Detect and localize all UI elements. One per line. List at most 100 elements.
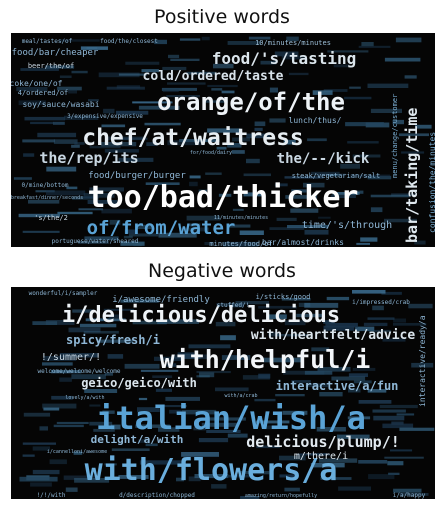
background-fragment bbox=[198, 189, 207, 194]
background-fragment bbox=[46, 166, 77, 172]
background-fragment bbox=[381, 291, 402, 295]
word: the/rep/its bbox=[39, 149, 138, 167]
background-fragment bbox=[108, 314, 121, 319]
background-fragment bbox=[57, 86, 82, 91]
background-fragment bbox=[395, 37, 422, 43]
background-fragment bbox=[274, 51, 299, 57]
background-fragment bbox=[207, 128, 241, 133]
background-fragment bbox=[303, 182, 325, 188]
background-fragment bbox=[74, 142, 85, 145]
background-fragment bbox=[326, 296, 350, 301]
background-fragment bbox=[22, 442, 56, 445]
background-fragment bbox=[284, 320, 306, 326]
background-fragment bbox=[290, 208, 319, 213]
background-fragment bbox=[58, 39, 100, 42]
background-fragment bbox=[140, 369, 179, 372]
background-fragment bbox=[93, 428, 115, 432]
background-fragment bbox=[358, 400, 392, 404]
background-fragment bbox=[310, 463, 345, 468]
background-fragment bbox=[401, 151, 425, 154]
background-fragment bbox=[373, 415, 405, 421]
background-fragment bbox=[331, 376, 366, 381]
word: 0/mine/bottom bbox=[22, 182, 69, 189]
background-fragment bbox=[276, 334, 310, 337]
background-fragment bbox=[320, 477, 352, 480]
background-fragment bbox=[196, 375, 210, 378]
background-fragment bbox=[44, 65, 56, 69]
word: 4/ordered/of bbox=[18, 89, 69, 97]
background-fragment bbox=[284, 176, 324, 179]
background-fragment bbox=[85, 318, 126, 322]
background-fragment bbox=[227, 433, 248, 438]
background-fragment bbox=[43, 356, 77, 361]
background-fragment bbox=[368, 474, 395, 480]
background-fragment bbox=[83, 192, 115, 198]
background-fragment bbox=[361, 42, 374, 47]
word: i/awesome/friendly bbox=[112, 295, 210, 305]
background-fragment bbox=[319, 392, 343, 397]
word: wonderful/i/sampler bbox=[29, 290, 98, 297]
background-fragment bbox=[161, 87, 197, 91]
background-fragment bbox=[352, 367, 376, 371]
word: 10/minutes/minutes bbox=[255, 39, 331, 47]
background-fragment bbox=[291, 380, 311, 383]
background-fragment bbox=[181, 227, 209, 232]
word: food/'s/tasting bbox=[212, 49, 357, 68]
background-fragment bbox=[199, 372, 215, 378]
background-fragment bbox=[158, 427, 180, 432]
background-fragment bbox=[304, 370, 333, 375]
background-fragment bbox=[275, 394, 305, 397]
background-fragment bbox=[287, 225, 329, 229]
background-fragment bbox=[22, 230, 60, 233]
background-fragment bbox=[204, 100, 228, 103]
background-fragment bbox=[39, 426, 48, 431]
background-fragment bbox=[158, 232, 197, 238]
background-fragment bbox=[358, 45, 391, 48]
word: with/heartfelt/advice bbox=[251, 328, 416, 343]
background-fragment bbox=[115, 110, 149, 115]
background-fragment bbox=[201, 422, 238, 427]
background-fragment bbox=[220, 335, 236, 341]
background-fragment bbox=[370, 108, 402, 113]
background-fragment bbox=[382, 423, 414, 429]
background-fragment bbox=[205, 172, 222, 175]
background-fragment bbox=[246, 133, 270, 139]
background-fragment bbox=[221, 90, 235, 94]
negative-cloud-svg: italian/wish/a with/flowers/a with/helpf… bbox=[19, 290, 435, 499]
word: m/there/i bbox=[294, 451, 348, 462]
background-fragment bbox=[282, 410, 308, 415]
word: chef/at/waitress bbox=[82, 125, 304, 151]
background-fragment bbox=[106, 136, 146, 141]
word: i/cannelloni/awesome bbox=[47, 449, 107, 455]
background-fragment bbox=[42, 403, 77, 409]
background-fragment bbox=[216, 146, 227, 150]
background-fragment bbox=[104, 463, 117, 466]
background-fragment bbox=[283, 139, 296, 145]
background-fragment bbox=[415, 124, 432, 129]
background-fragment bbox=[399, 493, 429, 496]
background-fragment bbox=[177, 352, 195, 355]
background-fragment bbox=[174, 354, 208, 360]
background-fragment bbox=[186, 215, 221, 221]
word: soy/sauce/wasabi bbox=[22, 100, 99, 109]
background-fragment bbox=[281, 298, 311, 301]
background-fragment bbox=[311, 171, 340, 175]
positive-words-title: Positive words bbox=[154, 6, 290, 28]
background-fragment bbox=[35, 190, 55, 193]
background-fragment bbox=[372, 409, 406, 413]
word: spicy/fresh/i bbox=[66, 333, 160, 347]
background-fragment bbox=[206, 417, 246, 421]
background-fragment bbox=[232, 137, 250, 142]
background-fragment bbox=[84, 236, 119, 241]
background-fragment bbox=[281, 55, 306, 60]
word: i/impressed/crab bbox=[352, 299, 410, 306]
background-fragment bbox=[66, 186, 78, 190]
word: !/!/with bbox=[37, 492, 66, 499]
background-fragment bbox=[118, 475, 149, 479]
word: portuguese/water/sheared bbox=[52, 238, 139, 245]
background-fragment bbox=[288, 72, 309, 76]
word: with/a/crab bbox=[224, 393, 257, 399]
background-fragment bbox=[367, 83, 409, 88]
background-fragment bbox=[396, 413, 415, 416]
background-fragment bbox=[104, 372, 113, 376]
